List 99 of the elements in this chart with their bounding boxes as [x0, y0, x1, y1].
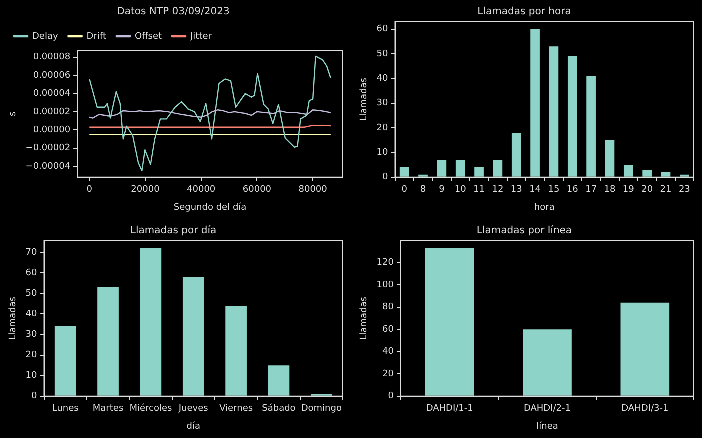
- bar: [549, 46, 559, 177]
- bar: [425, 248, 474, 396]
- x-tick-label: Viernes: [220, 404, 254, 414]
- y-tick-label: 10: [26, 371, 38, 382]
- x-tick-label: 14: [530, 185, 542, 196]
- y-tick-label: 80: [382, 302, 394, 313]
- x-tick-label: 0: [402, 185, 408, 196]
- x-tick-label: 18: [604, 185, 616, 196]
- x-tick-label: Jueves: [178, 404, 209, 414]
- x-tick-label: 9: [439, 185, 446, 196]
- y-tick-label: 100: [376, 280, 394, 290]
- y-tick-label: 30: [376, 98, 389, 109]
- legend-label: Delay: [32, 32, 59, 42]
- y-tick-label: 0.00000: [33, 125, 71, 136]
- chart-title: Llamadas por línea: [476, 226, 572, 237]
- x-tick-label: 17: [586, 185, 598, 196]
- y-tick-label: 20: [26, 350, 38, 361]
- y-tick-label: 70: [26, 248, 38, 258]
- y-tick-label: 60: [376, 24, 389, 35]
- x-tick-label: Domingo: [301, 404, 342, 414]
- x-tick-label: Miércoles: [130, 403, 172, 414]
- x-tick-label: 60000: [242, 185, 272, 196]
- x-axis-title: día: [186, 420, 200, 432]
- bar: [661, 172, 671, 177]
- y-tick-label: 40: [26, 310, 38, 320]
- bar: [182, 277, 204, 396]
- y-tick-label: 0.00008: [33, 52, 71, 63]
- y-axis-title: Llamadas: [8, 296, 19, 340]
- chart-title: Llamadas por hora: [478, 6, 572, 18]
- x-tick-label: 12: [492, 185, 504, 196]
- x-tick-label: 0: [86, 185, 93, 196]
- x-tick-label: Lunes: [52, 404, 80, 414]
- bar: [586, 76, 596, 177]
- y-tick-label: 60: [26, 268, 38, 278]
- y-axis-title: Llamadas: [360, 296, 370, 340]
- bar: [620, 302, 670, 396]
- x-tick-label: 13: [510, 185, 522, 196]
- chart-title: Datos NTP 03/09/2023: [117, 6, 230, 18]
- y-tick-label: 50: [376, 49, 389, 60]
- x-tick-label: 19: [622, 185, 635, 196]
- x-tick-label: 16: [566, 185, 579, 196]
- bar: [140, 248, 162, 396]
- bar: [456, 160, 466, 177]
- x-tick-label: DAHDI/1-1: [426, 404, 474, 414]
- bar: [268, 366, 290, 396]
- bar: [512, 133, 522, 177]
- x-tick-label: 15: [548, 185, 560, 196]
- legend-label: Jitter: [190, 32, 212, 42]
- y-tick-label: 0.00002: [33, 107, 71, 118]
- y-axis-title: Llamadas: [360, 78, 370, 122]
- x-tick-label: 23: [678, 185, 690, 196]
- x-tick-label: 20000: [131, 185, 160, 196]
- bar: [400, 168, 410, 177]
- bar: [605, 140, 615, 177]
- bar: [568, 56, 578, 177]
- bar: [474, 168, 484, 177]
- x-tick-label: Martes: [92, 404, 124, 414]
- x-axis-title: hora: [534, 202, 555, 213]
- y-tick-label: 20: [376, 123, 389, 134]
- x-tick-label: 20: [642, 185, 654, 196]
- x-axis-title: línea: [536, 420, 558, 432]
- bar: [523, 330, 572, 396]
- y-tick-label: 30: [26, 330, 38, 340]
- bar: [437, 160, 447, 177]
- y-tick-label: −0.00002: [26, 144, 71, 154]
- y-tick-label: 40: [382, 347, 394, 358]
- x-tick-label: 40000: [187, 185, 216, 196]
- x-tick-label: DAHDI/2-1: [524, 404, 571, 414]
- x-tick-label: Sábado: [262, 403, 296, 414]
- legend-label: Drift: [86, 32, 107, 42]
- bar: [226, 306, 247, 396]
- bar: [98, 287, 119, 396]
- x-tick-label: 80000: [298, 185, 328, 196]
- y-tick-label: 60: [382, 324, 394, 335]
- x-tick-label: 8: [420, 185, 426, 196]
- y-tick-label: 0: [388, 392, 394, 402]
- x-tick-label: 21: [660, 185, 672, 196]
- x-tick-label: DAHDI/3-1: [622, 404, 669, 414]
- y-tick-label: 0: [382, 172, 389, 183]
- y-tick-label: −0.00004: [26, 162, 71, 172]
- x-axis-title: Segundo del día: [174, 202, 247, 213]
- y-tick-label: 50: [26, 288, 38, 299]
- bar: [624, 165, 634, 177]
- y-tick-label: 10: [376, 148, 389, 158]
- x-tick-label: 11: [474, 185, 485, 196]
- y-tick-label: 120: [376, 258, 394, 268]
- y-tick-label: 20: [382, 369, 394, 380]
- y-axis-title: s: [8, 112, 19, 117]
- x-tick-label: 10: [454, 185, 467, 196]
- bar: [54, 326, 76, 396]
- y-tick-label: 0.00004: [33, 89, 71, 100]
- legend-label: Offset: [134, 32, 162, 42]
- bar: [493, 160, 503, 177]
- y-tick-label: 0: [32, 392, 38, 402]
- chart-title: Llamadas por día: [130, 226, 217, 237]
- bar: [642, 170, 652, 177]
- y-tick-label: 40: [376, 74, 389, 84]
- y-tick-label: 0.00006: [33, 70, 71, 81]
- bar: [530, 29, 540, 177]
